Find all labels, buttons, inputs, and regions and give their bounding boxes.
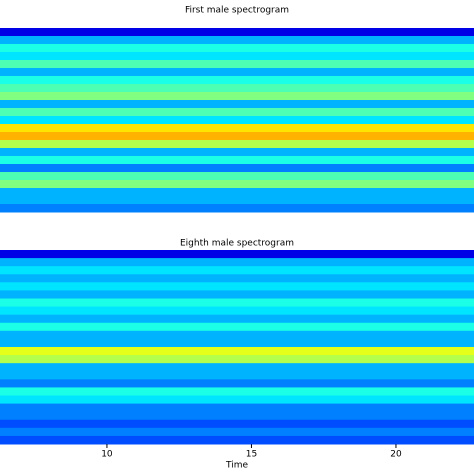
heat-cell: [0, 330, 474, 340]
heat-cell: [0, 338, 474, 348]
heat-cell: [0, 124, 474, 133]
heat-cell: [0, 132, 474, 141]
heat-cell: [0, 266, 474, 275]
heat-cell: [0, 371, 474, 380]
heat-cell: [0, 188, 474, 197]
chart-title: Eighth male spectrogram: [180, 239, 294, 249]
heat-cell: [0, 387, 474, 396]
heat-cell: [0, 258, 474, 267]
heat-cell: [0, 379, 474, 388]
heat-cell: [0, 28, 474, 37]
chart-title: First male spectrogram: [185, 6, 289, 16]
heat-cell: [0, 314, 474, 324]
heat-cell: [0, 290, 474, 299]
heat-cell: [0, 322, 474, 332]
heat-cell: [0, 274, 474, 283]
heat-cell: [0, 306, 474, 316]
heat-cell: [0, 355, 474, 364]
heat-cell: [0, 172, 474, 181]
heat-cell: [0, 363, 474, 372]
heat-cell: [0, 116, 474, 125]
x-axis-label: Time: [225, 461, 248, 471]
heat-cell: [0, 156, 474, 165]
heat-cell: [0, 84, 474, 93]
heat-cell: [0, 60, 474, 69]
heat-cell: [0, 282, 474, 291]
x-tick-label: 20: [390, 450, 402, 460]
heat-cell: [0, 411, 474, 421]
heat-cell: [0, 108, 474, 117]
heat-cell: [0, 180, 474, 189]
x-tick-label: 10: [101, 450, 113, 460]
heat-cell: [0, 68, 474, 77]
heat-cell: [0, 395, 474, 405]
heat-cell: [0, 36, 474, 45]
heat-cell: [0, 347, 474, 356]
heat-cell: [0, 250, 474, 259]
heat-cell: [0, 44, 474, 53]
heat-cell: [0, 427, 474, 437]
heat-cell: [0, 435, 474, 445]
heat-cell: [0, 100, 474, 109]
heat-cell: [0, 76, 474, 85]
heat-cell: [0, 204, 474, 213]
heat-cell: [0, 196, 474, 205]
heat-cell: [0, 164, 474, 173]
heat-cell: [0, 298, 474, 308]
heat-cell: [0, 92, 474, 101]
heat-cell: [0, 403, 474, 413]
x-tick-label: 15: [246, 450, 257, 460]
heat-cell: [0, 148, 474, 157]
heat-cell: [0, 140, 474, 149]
heat-cell: [0, 52, 474, 61]
heat-cell: [0, 419, 474, 429]
